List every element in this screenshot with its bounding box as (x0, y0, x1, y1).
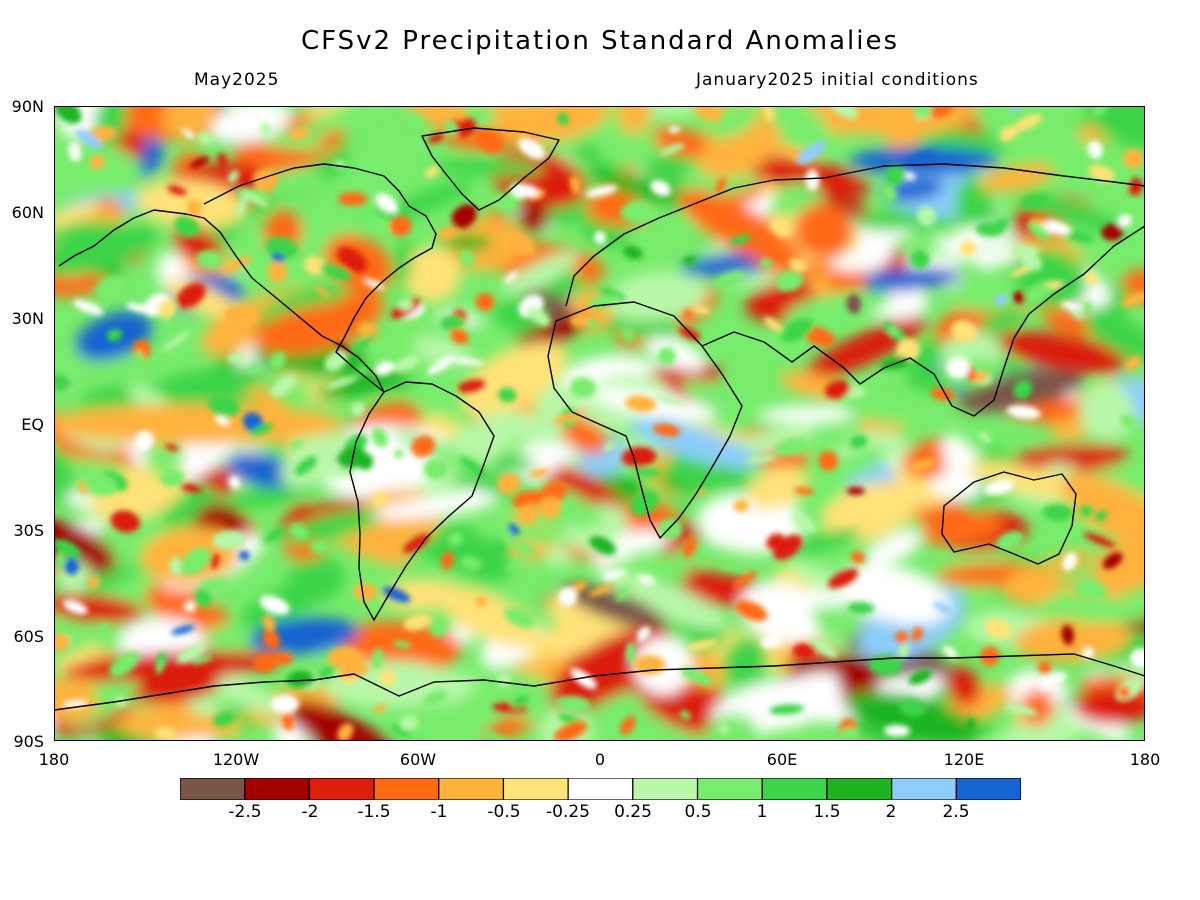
colorbar-segment (632, 778, 699, 800)
colorbar-label: -0.25 (546, 802, 590, 822)
coast-south-america (349, 381, 495, 621)
anomaly-map (54, 106, 1145, 741)
colorbar-segment (244, 778, 310, 800)
lon-label-180e: 180 (1129, 750, 1161, 769)
lon-label-120e: 120E (943, 750, 985, 769)
colorbar-segment (955, 778, 1021, 800)
colorbar-label: -1.5 (357, 802, 391, 822)
colorbar-segment (373, 778, 440, 800)
lat-label-eq: EQ (21, 415, 44, 434)
coast-greenland (421, 127, 560, 211)
colorbar-label: 0.25 (614, 802, 652, 822)
coastlines (54, 127, 1145, 711)
lon-label-0: 0 (594, 750, 606, 769)
colorbar-segment (308, 778, 375, 800)
colorbar-segment (502, 778, 569, 800)
lat-label-90s: 90S (13, 732, 44, 751)
colorbar-segment (180, 778, 246, 800)
colorbar-segment (567, 778, 634, 800)
colorbar-label: 2 (885, 802, 897, 822)
lat-label-60s: 60S (13, 627, 44, 646)
lon-label-60w: 60W (399, 750, 437, 769)
lat-label-30s: 30S (13, 521, 44, 540)
initial-conditions: January2025 initial conditions (696, 70, 979, 90)
coast-eurasia (565, 163, 1145, 307)
colorbar-label: -2 (301, 802, 319, 822)
colorbar-label: 0.5 (684, 802, 712, 822)
lon-label-60e: 60E (766, 750, 798, 769)
colorbar-label: -0.5 (487, 802, 521, 822)
colorbar (180, 778, 1021, 800)
colorbar-label: 1.5 (813, 802, 841, 822)
lat-label-60n: 60N (11, 203, 44, 222)
lat-label-90n: 90N (11, 97, 44, 116)
coast-australia (941, 471, 1077, 565)
colorbar-segment (826, 778, 893, 800)
lat-label-30n: 30N (11, 309, 44, 328)
colorbar-segment (761, 778, 828, 800)
colorbar-label: -1 (430, 802, 448, 822)
colorbar-label: 2.5 (942, 802, 970, 822)
coast-africa (547, 301, 743, 539)
coast-asia-south (701, 225, 1145, 417)
colorbar-segment (891, 778, 957, 800)
colorbar-label: -2.5 (228, 802, 262, 822)
forecast-month: May2025 (194, 70, 280, 90)
colorbar-label: 1 (756, 802, 768, 822)
colorbar-segment (438, 778, 505, 800)
colorbar-segment (696, 778, 763, 800)
chart-title: CFSv2 Precipitation Standard Anomalies (300, 26, 900, 56)
lon-label-120w: 120W (212, 750, 260, 769)
lon-label-180w: 180 (38, 750, 70, 769)
coast-north-america (58, 163, 437, 393)
coast-antarctica (54, 653, 1145, 711)
